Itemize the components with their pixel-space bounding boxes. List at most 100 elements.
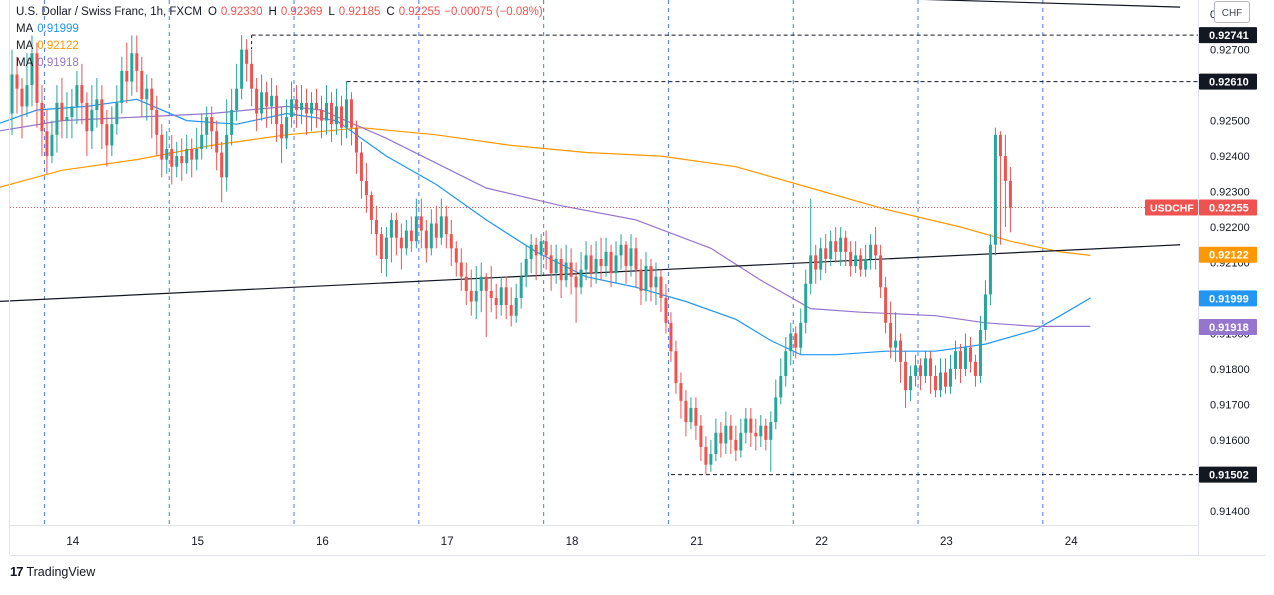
tradingview-brand[interactable]: 17 TradingView	[10, 564, 95, 579]
legend-ma-1[interactable]: MA 0.91999	[16, 21, 543, 38]
candle-194	[978, 329, 982, 377]
candle-63	[324, 102, 328, 121]
candle-125	[634, 248, 638, 270]
x-tick-label-7: 23	[940, 536, 953, 548]
legend-ma-2[interactable]: MA 0.92122	[16, 38, 543, 55]
x-tick-label-0: 14	[66, 536, 79, 548]
candle-136	[689, 407, 693, 423]
candle-186	[939, 372, 943, 391]
candle-67	[344, 99, 348, 128]
candle-75	[384, 237, 388, 259]
last-price-badge-text: 0.92255	[1209, 203, 1249, 215]
last-price-badge: USDCHF 0.92255	[1145, 199, 1257, 216]
candle-116	[589, 255, 593, 274]
legend-ma-3[interactable]: MA 0.91918	[16, 55, 543, 72]
candle-66	[339, 106, 343, 128]
candle-84	[429, 223, 433, 249]
y-tick-label-2: 0.91600	[1210, 435, 1250, 447]
candle-6	[40, 102, 44, 132]
candle-62	[320, 109, 324, 121]
close-label: C	[386, 6, 395, 18]
candle-95	[484, 276, 488, 291]
candle-142	[719, 432, 723, 444]
candle-76	[389, 219, 393, 238]
brand-name: TradingView	[26, 564, 96, 579]
candle-189	[953, 351, 957, 369]
candle-184	[929, 358, 933, 377]
candle-117	[594, 258, 598, 274]
candle-175	[884, 287, 888, 323]
candle-192	[968, 347, 972, 362]
candle-77	[394, 219, 398, 238]
x-tick-label-1: 15	[191, 536, 204, 548]
candle-98	[499, 287, 503, 306]
candle-31	[165, 148, 169, 160]
candle-200	[1008, 180, 1012, 208]
candle-0	[10, 74, 14, 114]
candle-107	[544, 241, 548, 256]
candle-50	[260, 92, 264, 114]
candle-122	[619, 244, 623, 256]
candle-7	[45, 131, 49, 157]
candle-135	[684, 400, 688, 423]
candle-115	[584, 255, 588, 270]
candle-174	[879, 255, 883, 288]
y-tick-label-0: 0.91400	[1210, 506, 1250, 518]
candle-1	[15, 74, 19, 89]
candle-40	[210, 117, 214, 132]
y-tick-label-8: 0.92200	[1210, 222, 1250, 234]
candle-42	[220, 152, 224, 178]
candle-149	[754, 432, 758, 437]
candle-147	[744, 418, 748, 433]
candle-180	[909, 376, 913, 391]
low-label: L	[328, 6, 335, 18]
candle-61	[315, 102, 319, 110]
candle-191	[963, 347, 967, 369]
candle-130	[659, 276, 663, 298]
candle-74	[379, 234, 383, 259]
candle-173	[874, 244, 878, 256]
candle-123	[624, 244, 628, 267]
candle-138	[699, 425, 703, 447]
candle-52	[270, 95, 274, 107]
candle-54	[280, 124, 284, 139]
y-tick-label-3: 0.91700	[1210, 399, 1250, 411]
currency-label[interactable]: CHF	[1214, 1, 1250, 23]
candle-11	[65, 117, 69, 121]
candle-167	[844, 237, 848, 252]
ma-3-value: 0.91918	[37, 57, 79, 69]
candle-131	[664, 297, 668, 323]
ma-badge-1-text: 0.91999	[1209, 293, 1249, 305]
candle-37	[195, 148, 199, 160]
candle-164	[829, 241, 833, 259]
candle-15	[85, 102, 89, 132]
candle-140	[709, 454, 713, 465]
candle-113	[574, 276, 578, 288]
candle-133	[674, 351, 678, 384]
candle-80	[409, 230, 413, 242]
chart-title: U.S. Dollar / Swiss Franc, 1h, FXCM	[16, 6, 202, 18]
candle-20	[110, 124, 114, 146]
candle-157	[794, 333, 798, 348]
candle-145	[734, 439, 738, 451]
candle-32	[170, 148, 174, 167]
candle-166	[839, 237, 843, 252]
candle-170	[859, 255, 863, 270]
candle-18	[100, 99, 104, 125]
candle-87	[444, 216, 448, 235]
candle-144	[729, 425, 733, 440]
level-badge-1-text: 0.92610	[1209, 77, 1249, 89]
candle-53	[275, 95, 279, 125]
candle-14	[80, 85, 84, 103]
candle-47	[245, 49, 249, 64]
close-value: 0.92255	[398, 6, 441, 18]
candle-4	[30, 53, 34, 86]
candle-19	[105, 124, 109, 146]
candle-25	[135, 53, 139, 71]
candle-83	[424, 230, 428, 249]
level-badge-1: 0.92610	[1199, 73, 1257, 90]
ma-badge-0-text: 0.92122	[1209, 250, 1249, 262]
candle-109	[554, 258, 558, 274]
